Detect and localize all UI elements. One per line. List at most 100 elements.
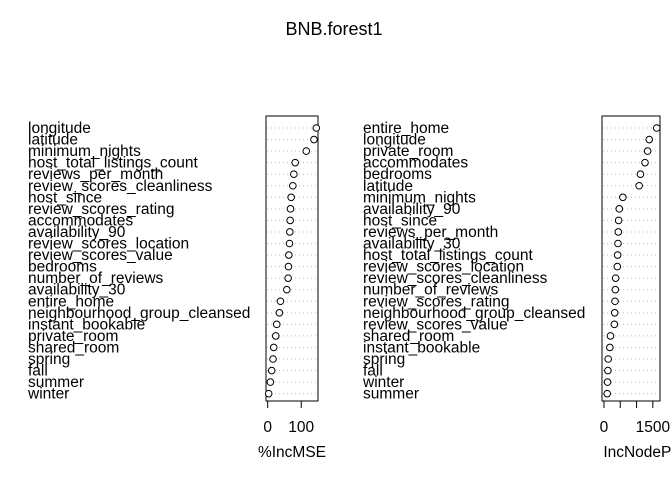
tick-label: bedrooms — [363, 166, 432, 183]
tick-label: accommodates — [28, 212, 133, 229]
data-point — [606, 332, 615, 340]
data-point — [272, 320, 281, 329]
tick-label: host_total_listings_count — [28, 155, 198, 172]
data-point — [302, 147, 311, 155]
tick-label: host_since — [363, 212, 437, 229]
tick-label: neighbourhood_group_cleansed — [28, 305, 250, 322]
tick-label: private_room — [363, 143, 453, 160]
data-point — [604, 355, 612, 363]
chart-title: BNB.forest1 — [285, 19, 382, 39]
data-point — [291, 158, 299, 167]
data-point — [613, 251, 622, 259]
data-point — [276, 297, 285, 306]
data-point — [284, 262, 293, 271]
panel-incmse: longitudelatitudeminimum_nightshost_tota… — [27, 115, 326, 461]
data-point — [611, 274, 620, 282]
tick-label: summer — [363, 386, 419, 403]
tick-label: review_scores_value — [28, 247, 173, 264]
data-point — [606, 343, 614, 352]
tick-label: availability_90 — [363, 201, 461, 218]
x-tick-label: 1500 — [636, 419, 671, 436]
tick-label: review_scores_value — [363, 316, 508, 333]
data-point — [275, 309, 284, 317]
data-point — [289, 181, 297, 190]
tick-label: number_of_reviews — [28, 270, 164, 287]
tick-label: instant_bookable — [363, 339, 480, 356]
tick-label: review_scores_cleanliness — [28, 178, 213, 195]
tick-label: host_total_listings_count — [363, 247, 533, 264]
data-point — [266, 378, 275, 386]
tick-label: latitude — [363, 178, 413, 195]
data-point — [611, 297, 619, 306]
tick-label: fall — [363, 363, 383, 380]
tick-label: reviews_per_month — [28, 166, 163, 183]
tick-label: private_room — [28, 328, 118, 345]
tick-label: longitude — [28, 120, 91, 137]
tick-label: availability_30 — [363, 236, 461, 253]
tick-label: number_of_reviews — [363, 282, 499, 299]
data-point — [645, 135, 654, 144]
tick-label: availability_30 — [28, 282, 126, 299]
tick-label: availability_90 — [28, 224, 126, 241]
data-point — [604, 366, 612, 375]
tick-label: entire_home — [363, 120, 449, 137]
data-point — [271, 332, 280, 340]
data-point — [283, 285, 291, 294]
x-axis-label: %IncMSE — [258, 444, 326, 461]
data-point — [284, 274, 292, 282]
tick-label: review_scores_location — [363, 259, 524, 276]
tick-label: bedrooms — [28, 259, 97, 276]
tick-label: reviews_per_month — [363, 224, 498, 241]
data-point — [285, 251, 293, 259]
data-point — [269, 343, 278, 352]
tick-label: longitude — [363, 132, 426, 149]
data-point — [614, 239, 622, 248]
tick-label: shared_room — [28, 339, 119, 356]
data-point — [619, 193, 627, 202]
tick-label: winter — [27, 386, 69, 403]
data-point — [610, 309, 619, 317]
data-point — [635, 181, 643, 190]
tick-label: spring — [363, 351, 405, 368]
tick-label: accommodates — [363, 155, 468, 172]
x-axis-label: IncNodePurity — [603, 444, 672, 461]
data-point — [641, 158, 649, 167]
data-point — [264, 389, 273, 398]
data-point — [614, 216, 623, 225]
tick-label: summer — [28, 374, 84, 391]
data-point — [603, 378, 612, 386]
tick-label: host_since — [28, 189, 102, 206]
data-point — [636, 170, 645, 178]
data-point — [610, 320, 619, 329]
panel-incnodepurity: entire_homelongitudeprivate_roomaccommod… — [362, 115, 672, 461]
data-point — [267, 366, 276, 375]
x-tick-label: 0 — [600, 419, 609, 436]
tick-label: review_scores_rating — [363, 293, 509, 310]
data-point — [652, 124, 661, 132]
data-point — [614, 228, 623, 236]
tick-label: minimum_nights — [363, 189, 476, 206]
data-point — [312, 124, 321, 132]
tick-label: instant_bookable — [28, 316, 145, 333]
data-point — [287, 193, 295, 202]
data-point — [285, 239, 294, 248]
data-point — [611, 285, 620, 294]
data-point — [269, 355, 277, 363]
data-point — [286, 216, 294, 225]
tick-label: review_scores_cleanliness — [363, 270, 548, 287]
tick-label: review_scores_location — [28, 236, 189, 253]
tick-label: fall — [28, 363, 48, 380]
x-tick-label: 100 — [288, 419, 314, 436]
data-point — [643, 147, 652, 155]
tick-label: entire_home — [28, 293, 114, 310]
tick-label: minimum_nights — [28, 143, 141, 160]
tick-label: latitude — [28, 132, 78, 149]
data-point — [290, 170, 298, 178]
data-point — [286, 228, 294, 236]
data-point — [615, 205, 624, 213]
data-point — [603, 389, 612, 398]
data-point — [613, 262, 622, 271]
x-tick-label: 0 — [263, 419, 272, 436]
tick-label: winter — [362, 374, 404, 391]
